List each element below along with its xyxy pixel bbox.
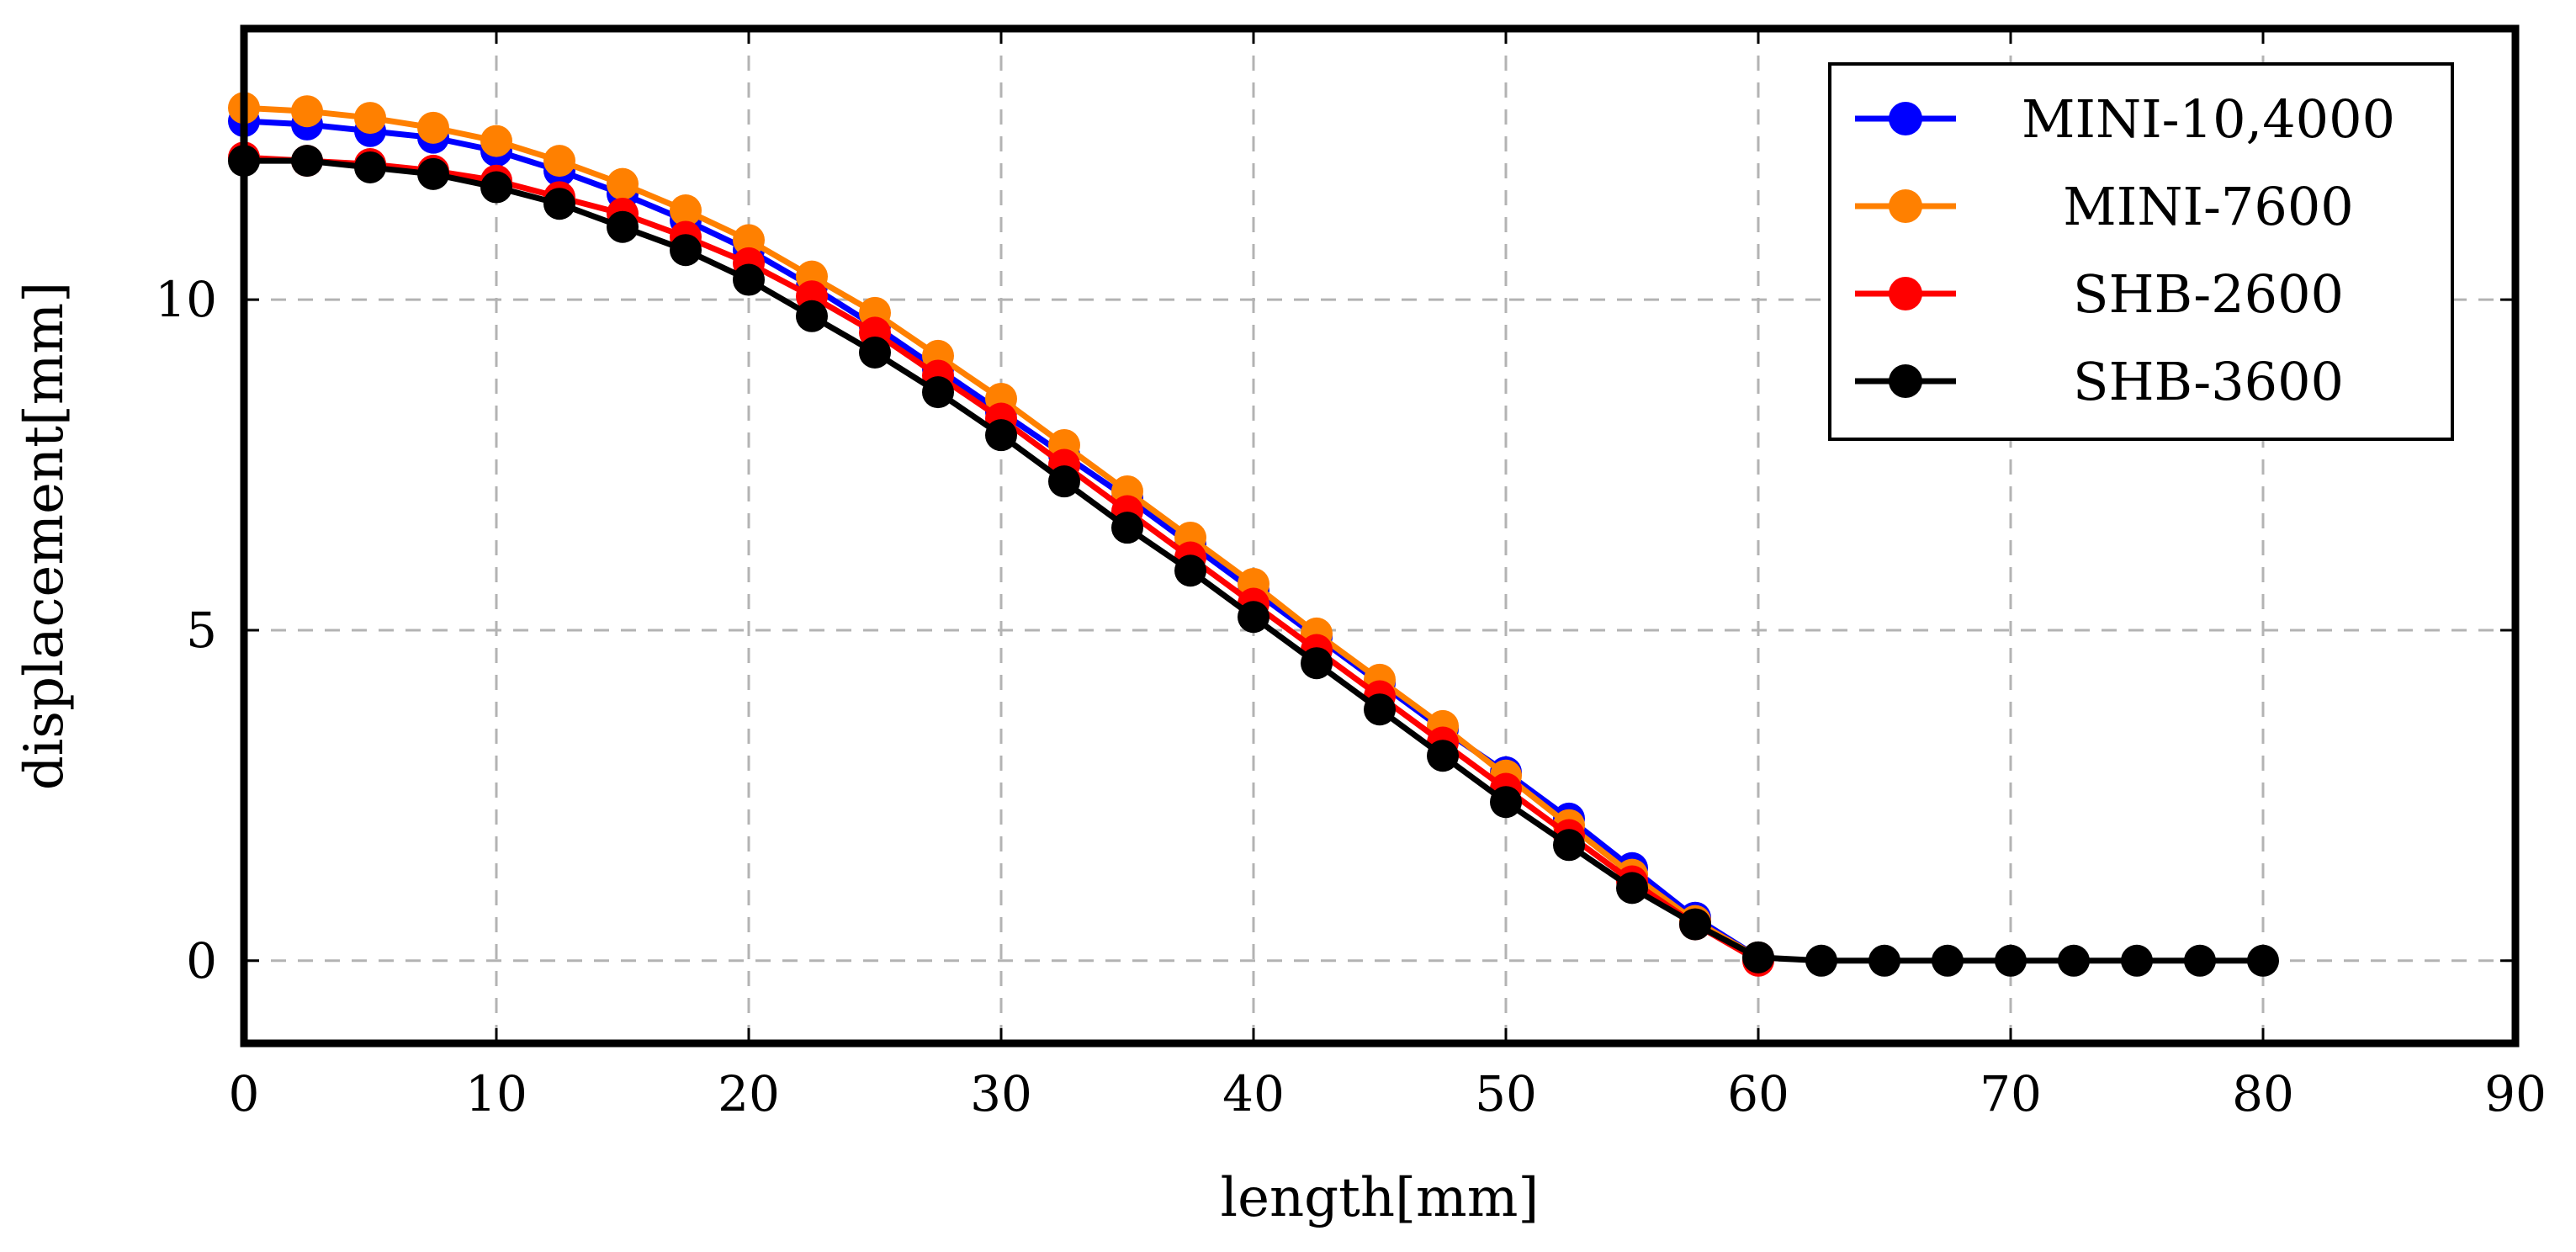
data-point [417, 111, 449, 144]
data-point [1174, 554, 1206, 587]
x-tick-label: 20 [718, 1065, 780, 1122]
legend-label: MINI-10,4000 [2022, 88, 2395, 150]
y-tick-label: 5 [186, 602, 217, 659]
legend-swatch-marker [1889, 102, 1922, 135]
data-point [417, 157, 449, 190]
legend: MINI-10,4000 MINI-7600 SHB-2600 SHB-3600 [1828, 62, 2454, 441]
y-tick-label: 0 [186, 932, 217, 989]
data-point [1616, 872, 1648, 905]
data-point [1238, 601, 1269, 634]
legend-entry: MINI-10,4000 [1855, 88, 2395, 150]
y-axis-title: displacement[mm] [13, 282, 76, 790]
series-SHB-3600 [228, 145, 2279, 977]
data-point [1805, 944, 1837, 977]
legend-entry: MINI-7600 [1855, 176, 2354, 237]
data-point [480, 171, 512, 204]
legend-swatch-marker [1889, 189, 1922, 223]
data-point [796, 300, 828, 332]
legend-label: SHB-2600 [2073, 263, 2344, 325]
x-tick-label: 0 [229, 1065, 260, 1122]
data-point [354, 151, 386, 183]
data-point [1679, 908, 1711, 941]
data-point [2058, 944, 2090, 977]
data-point [1364, 693, 1396, 726]
x-tick-label: 10 [465, 1065, 527, 1122]
data-point [1995, 944, 2027, 977]
data-point [670, 194, 702, 227]
x-tick-label: 60 [1727, 1065, 1789, 1122]
data-point [1427, 740, 1459, 772]
data-point [1868, 944, 1900, 977]
data-point [543, 145, 575, 178]
data-point [1742, 941, 1774, 973]
data-point [859, 336, 891, 369]
legend-box [1828, 62, 2454, 441]
x-tick-label: 40 [1222, 1065, 1285, 1122]
data-point [1553, 829, 1585, 862]
data-point [543, 188, 575, 220]
data-point [354, 102, 386, 135]
legend-entry: SHB-2600 [1855, 263, 2344, 325]
data-point [985, 419, 1017, 452]
data-point [2121, 944, 2153, 977]
x-tick-label: 30 [970, 1065, 1032, 1122]
legend-swatch-marker [1889, 277, 1922, 310]
data-point [480, 125, 512, 157]
x-tick-label: 50 [1475, 1065, 1537, 1122]
data-point [2184, 944, 2216, 977]
data-point [733, 263, 765, 296]
legend-label: SHB-3600 [2073, 351, 2344, 412]
ticks: 0 10 20 30 40 50 60 70 80 90 0 5 10 [155, 29, 2547, 1122]
data-point [2247, 944, 2279, 977]
data-point [733, 224, 765, 257]
data-point [607, 210, 639, 243]
data-point [607, 167, 639, 200]
series-line [243, 104, 1760, 960]
data-point [291, 95, 323, 128]
y-tick-label: 10 [155, 271, 217, 328]
x-tick-label: 90 [2484, 1065, 2547, 1122]
data-point [1301, 647, 1333, 680]
legend-swatch-marker [1889, 364, 1922, 398]
plot-frame [240, 24, 2520, 1048]
data-point [1932, 944, 1964, 977]
data-point [670, 234, 702, 267]
legend-entry: SHB-3600 [1855, 351, 2344, 412]
legend-label: MINI-7600 [2063, 176, 2353, 237]
data-point [291, 145, 323, 178]
x-tick-label: 80 [2232, 1065, 2294, 1122]
series-layer [228, 92, 2279, 977]
data-point [1048, 465, 1080, 498]
x-axis-title: length[mm] [1221, 1167, 1540, 1229]
data-point [1490, 786, 1522, 819]
x-tick-label: 70 [1980, 1065, 2042, 1122]
data-point [922, 376, 954, 409]
data-point [1111, 512, 1143, 544]
